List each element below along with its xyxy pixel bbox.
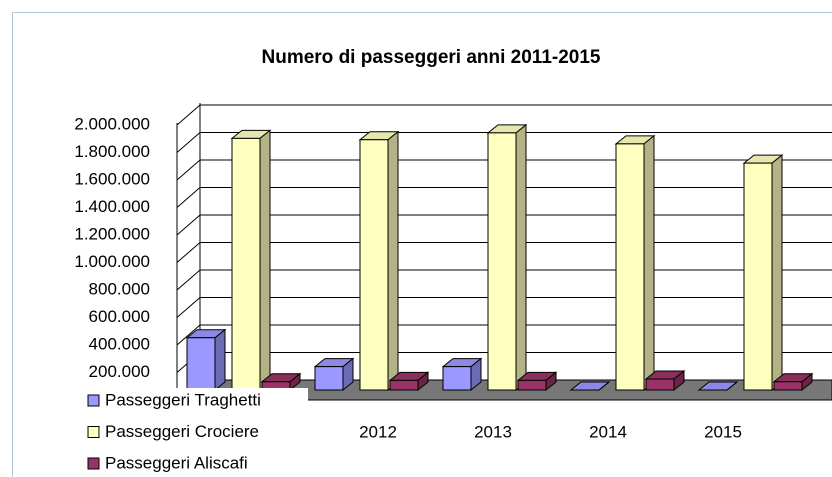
x-tick-label: 2012 bbox=[359, 422, 397, 441]
grid-line bbox=[176, 104, 201, 126]
y-tick-label: 1.400.000 bbox=[74, 197, 150, 216]
y-tick-label: 1.200.000 bbox=[74, 224, 150, 243]
bar bbox=[569, 381, 611, 391]
bar bbox=[772, 372, 814, 392]
y-tick-label: 1.600.000 bbox=[74, 169, 150, 188]
bar bbox=[313, 357, 355, 392]
bar-front bbox=[743, 162, 773, 391]
bar-front bbox=[487, 132, 517, 391]
bar-front bbox=[389, 379, 419, 391]
bar bbox=[697, 381, 739, 391]
bar-side bbox=[214, 328, 226, 392]
bar bbox=[260, 372, 302, 392]
bar-side bbox=[259, 129, 271, 392]
bar-side bbox=[598, 381, 610, 391]
bar-front bbox=[645, 378, 675, 391]
y-tick-label: 800.000 bbox=[89, 279, 150, 298]
x-tick-label: 2015 bbox=[704, 422, 742, 441]
grid-line bbox=[176, 297, 201, 318]
grid-line bbox=[176, 242, 201, 263]
legend-swatch bbox=[87, 394, 100, 407]
y-tick-label: 1.000.000 bbox=[74, 252, 150, 271]
grid-line bbox=[176, 269, 201, 291]
legend-swatch bbox=[87, 426, 100, 438]
chart-title: Numero di passeggeri anni 2011-2015 bbox=[262, 47, 601, 68]
bar-front bbox=[517, 379, 547, 391]
y-tick-label: 600.000 bbox=[89, 307, 150, 326]
bar bbox=[614, 134, 656, 392]
grid-line bbox=[176, 324, 201, 346]
bar-front bbox=[231, 137, 261, 391]
x-tick-label: 2014 bbox=[589, 422, 627, 441]
bar-side bbox=[515, 123, 527, 392]
bar-front bbox=[314, 366, 344, 391]
bar bbox=[742, 154, 784, 392]
legend-box bbox=[80, 388, 308, 477]
y-tick-label: 2.000.000 bbox=[74, 114, 150, 133]
bar-front bbox=[615, 143, 645, 391]
bar-front bbox=[773, 381, 803, 391]
bar bbox=[230, 129, 272, 392]
bar-front bbox=[359, 139, 389, 391]
bar bbox=[644, 369, 686, 392]
y-tick-label: 200.000 bbox=[89, 362, 150, 381]
bar bbox=[441, 357, 483, 392]
grid-line bbox=[176, 187, 201, 208]
bar-side bbox=[643, 134, 655, 392]
bar bbox=[486, 123, 528, 392]
y-tick-label: 400.000 bbox=[89, 334, 150, 353]
legend-label: Passeggeri Traghetti bbox=[105, 390, 261, 409]
y-tick-label: 1.800.000 bbox=[74, 142, 150, 161]
bar bbox=[185, 328, 227, 392]
bar-front bbox=[186, 337, 216, 391]
bar-side bbox=[771, 154, 783, 392]
legend-label: Passeggeri Crociere bbox=[105, 422, 259, 441]
legend-swatch bbox=[87, 457, 100, 470]
legend-label: Passeggeri Aliscafi bbox=[105, 453, 248, 472]
bar bbox=[388, 371, 430, 392]
bar bbox=[358, 130, 400, 392]
grid-line bbox=[176, 159, 201, 181]
bar bbox=[516, 371, 558, 392]
bar-front bbox=[442, 366, 472, 391]
bar-side bbox=[387, 130, 399, 392]
bar-side bbox=[726, 381, 738, 391]
grid-line bbox=[176, 132, 201, 153]
grid-line bbox=[176, 214, 201, 236]
x-tick-label: 2013 bbox=[474, 422, 512, 441]
